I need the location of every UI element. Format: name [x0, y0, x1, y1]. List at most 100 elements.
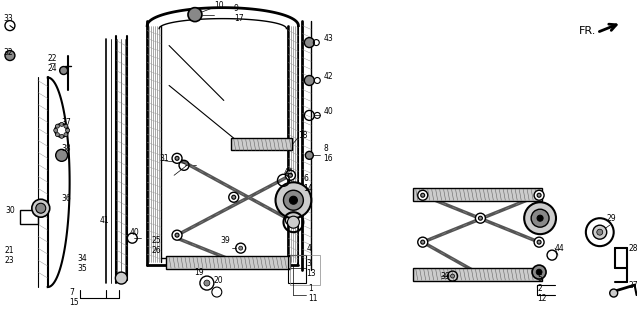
- Circle shape: [5, 51, 15, 61]
- Text: 10: 10: [214, 1, 223, 10]
- Text: 43: 43: [323, 34, 333, 43]
- Circle shape: [64, 133, 68, 137]
- Text: 16: 16: [323, 154, 333, 163]
- Circle shape: [115, 272, 127, 284]
- Circle shape: [289, 173, 292, 177]
- Circle shape: [418, 237, 428, 247]
- Text: 35: 35: [77, 264, 87, 273]
- Bar: [413, 268, 542, 281]
- Text: 9: 9: [234, 4, 239, 13]
- Text: 1: 1: [308, 283, 313, 293]
- Bar: [289, 255, 307, 283]
- Text: 15: 15: [70, 298, 79, 307]
- Circle shape: [531, 209, 549, 227]
- Text: 13: 13: [307, 269, 316, 277]
- Circle shape: [60, 134, 63, 138]
- Text: 28: 28: [628, 244, 638, 252]
- Text: 33: 33: [3, 14, 13, 23]
- Circle shape: [172, 153, 182, 163]
- Text: 17: 17: [234, 14, 243, 23]
- Circle shape: [284, 190, 303, 210]
- Bar: [231, 138, 292, 150]
- Circle shape: [56, 149, 68, 161]
- Circle shape: [593, 225, 607, 239]
- Text: 3: 3: [307, 258, 311, 268]
- Circle shape: [60, 66, 68, 75]
- Circle shape: [239, 246, 243, 250]
- Text: 26: 26: [151, 246, 161, 255]
- Text: 39: 39: [221, 236, 230, 245]
- Text: 40: 40: [129, 228, 139, 237]
- Circle shape: [204, 280, 210, 286]
- Text: 44: 44: [555, 244, 564, 252]
- Text: 7: 7: [70, 288, 74, 296]
- Text: 22: 22: [48, 54, 57, 63]
- Circle shape: [56, 124, 60, 128]
- Bar: [166, 256, 291, 269]
- Text: 27: 27: [628, 281, 638, 289]
- Text: 6: 6: [303, 174, 308, 183]
- Text: 24: 24: [48, 64, 58, 73]
- Circle shape: [60, 122, 63, 126]
- Text: 19: 19: [194, 268, 204, 276]
- Circle shape: [305, 151, 314, 159]
- Text: 11: 11: [308, 294, 318, 302]
- Text: 42: 42: [323, 72, 333, 81]
- Circle shape: [32, 199, 50, 217]
- Text: 29: 29: [607, 214, 616, 223]
- Text: 40: 40: [323, 107, 333, 116]
- Circle shape: [36, 203, 45, 213]
- Circle shape: [537, 215, 543, 221]
- Text: 36: 36: [61, 194, 72, 203]
- Circle shape: [54, 128, 58, 132]
- Circle shape: [536, 269, 542, 275]
- Circle shape: [232, 195, 236, 199]
- Circle shape: [289, 196, 298, 204]
- Circle shape: [175, 233, 179, 237]
- Circle shape: [287, 216, 300, 228]
- Text: 31: 31: [159, 154, 169, 163]
- Text: 23: 23: [5, 256, 15, 264]
- Text: 25: 25: [151, 236, 161, 245]
- Circle shape: [610, 289, 618, 297]
- Circle shape: [418, 190, 428, 200]
- Circle shape: [532, 265, 546, 279]
- Circle shape: [56, 133, 60, 137]
- Text: 14: 14: [303, 184, 313, 193]
- Circle shape: [420, 240, 425, 244]
- Circle shape: [305, 38, 314, 47]
- Circle shape: [534, 190, 544, 200]
- Circle shape: [275, 182, 311, 218]
- Circle shape: [305, 76, 314, 85]
- Bar: [291, 255, 320, 285]
- Circle shape: [537, 193, 541, 197]
- Circle shape: [524, 202, 556, 234]
- Circle shape: [420, 193, 425, 197]
- Text: 8: 8: [323, 144, 328, 153]
- Text: 32: 32: [3, 48, 13, 57]
- Text: 38: 38: [61, 144, 71, 153]
- Circle shape: [451, 274, 454, 278]
- Text: 20: 20: [214, 276, 223, 285]
- Circle shape: [228, 192, 239, 202]
- Circle shape: [175, 156, 179, 160]
- Text: 2: 2: [537, 283, 542, 293]
- Circle shape: [188, 8, 202, 21]
- Circle shape: [596, 229, 603, 235]
- Circle shape: [66, 128, 70, 132]
- Text: 12: 12: [537, 294, 547, 302]
- Circle shape: [285, 170, 296, 180]
- Text: FR.: FR.: [579, 26, 596, 36]
- Circle shape: [289, 218, 292, 222]
- Circle shape: [476, 213, 485, 223]
- Text: 18: 18: [298, 131, 308, 140]
- Text: 39: 39: [441, 271, 451, 281]
- Circle shape: [285, 215, 296, 225]
- Text: 4: 4: [307, 244, 311, 252]
- Text: 44: 44: [284, 168, 293, 177]
- Circle shape: [537, 240, 541, 244]
- Text: 34: 34: [77, 254, 87, 263]
- Circle shape: [172, 230, 182, 240]
- Bar: [20, 210, 38, 224]
- Text: 5: 5: [537, 274, 542, 283]
